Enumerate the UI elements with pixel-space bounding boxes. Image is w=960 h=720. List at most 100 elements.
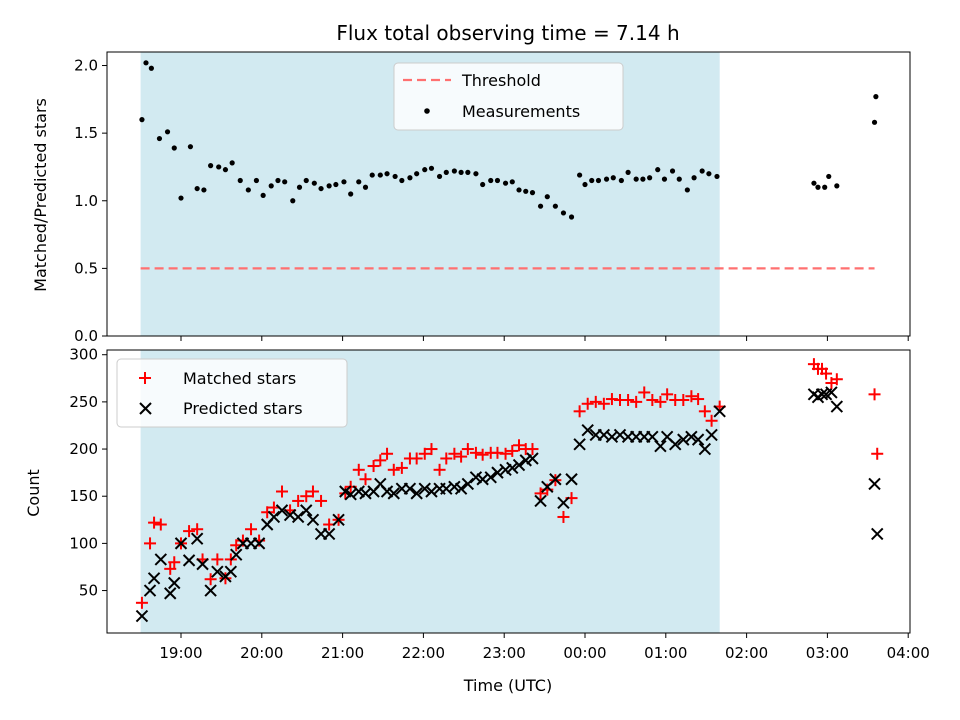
measurement-point — [268, 183, 274, 189]
matched-star-point — [276, 485, 288, 498]
matched-star-point — [191, 523, 204, 536]
matched-star-point — [871, 447, 884, 460]
measurement-point — [706, 171, 712, 177]
predicted-star-point — [300, 504, 313, 517]
predicted-star-point — [825, 386, 838, 399]
matched-star-point — [677, 393, 690, 406]
measurement-point — [436, 173, 443, 180]
matched-star-point — [646, 393, 659, 406]
matched-star-point — [692, 393, 705, 406]
top-y-tick-label: 2.0 — [74, 57, 98, 75]
predicted-star-point — [403, 482, 417, 495]
measurement-point — [377, 172, 383, 178]
measurement-point — [290, 198, 296, 204]
x-tick-label: 21:00 — [321, 644, 364, 662]
bottom-y-ticks: 50 100 150 200 250 300 — [69, 346, 107, 600]
measurement-point — [509, 179, 515, 185]
matched-star-point — [455, 450, 468, 463]
top-y-axis-label: Matched/Predicted stars — [31, 98, 50, 292]
matched-star-point — [506, 444, 519, 457]
measurement-point — [655, 167, 661, 173]
measurement-point — [414, 171, 420, 177]
measurement-point — [834, 183, 840, 189]
measurement-point — [399, 177, 405, 184]
predicted-star-point — [461, 477, 475, 491]
measurement-point — [245, 187, 251, 193]
predicted-star-point — [506, 461, 519, 475]
matched-star-point — [135, 596, 148, 609]
predicted-star-point — [418, 482, 431, 495]
matched-star-point — [211, 553, 224, 566]
predicted-star-point — [143, 584, 157, 597]
matched-star-point — [581, 397, 594, 410]
measurement-point — [451, 168, 457, 174]
measurement-point — [341, 179, 347, 185]
bottom-y-tick-label: 300 — [69, 346, 98, 364]
matched-star-point — [352, 463, 365, 476]
predicted-star-point — [182, 554, 196, 567]
matched-star-point — [425, 443, 438, 456]
x-tick-label: 01:00 — [644, 644, 687, 662]
measurement-point — [610, 175, 616, 181]
matched-star-point — [148, 516, 161, 529]
legend-measurements-swatch — [424, 108, 430, 114]
matched-star-point — [513, 439, 526, 452]
predicted-star-point — [685, 430, 698, 443]
legend-predicted-swatch — [139, 402, 152, 415]
matched-star-point — [589, 395, 602, 408]
legend-predicted-label: Predicted stars — [183, 399, 303, 418]
measurement-point — [458, 169, 464, 175]
measurement-point — [369, 172, 375, 178]
predicted-star-point — [526, 452, 539, 465]
measurement-point — [348, 191, 354, 197]
measurement-point — [194, 185, 200, 192]
measurement-point — [873, 94, 879, 100]
x-tick-label: 00:00 — [563, 644, 606, 662]
measurement-point — [139, 117, 145, 123]
matched-star-point — [245, 523, 258, 536]
matched-star-point — [597, 397, 610, 410]
predicted-star-point — [573, 438, 586, 451]
measurement-point — [560, 210, 567, 216]
matched-star-point — [381, 447, 394, 460]
predicted-star-point — [275, 504, 289, 517]
matched-star-point — [374, 454, 387, 467]
measurement-point — [260, 192, 266, 198]
predicted-star-point — [291, 510, 305, 524]
top-axes-frame — [106, 51, 911, 337]
matched-star-point — [448, 447, 461, 460]
measurement-point — [282, 179, 288, 185]
predicted-star-point — [705, 428, 718, 442]
x-axis-label: Time (UTC) — [463, 676, 552, 695]
matched-star-point — [315, 494, 328, 507]
matched-star-point — [292, 494, 305, 507]
predicted-star-point — [147, 572, 161, 585]
matched-star-point — [830, 373, 843, 386]
predicted-star-point — [322, 527, 336, 541]
measurement-point — [618, 177, 624, 184]
bottom-axes-frame — [106, 349, 911, 634]
measurement-point — [164, 129, 171, 135]
predicted-star-point — [425, 485, 438, 498]
measurement-point — [187, 144, 194, 150]
matched-star-point — [367, 460, 380, 473]
matched-star-point — [164, 562, 177, 575]
legend-matched-swatch — [139, 372, 151, 384]
matched-star-point — [219, 572, 232, 585]
matched-star-point — [204, 573, 217, 586]
matched-star-point — [661, 388, 674, 401]
measurement-point — [356, 179, 362, 185]
measurement-point — [178, 195, 184, 201]
bottom-y-tick-label: 250 — [69, 393, 98, 411]
predicted-star-point — [267, 510, 281, 524]
measurement-point — [822, 184, 828, 190]
matched-star-point — [261, 506, 274, 519]
measurement-point — [422, 167, 428, 173]
top-y-ticks: 0.0 0.5 1.0 1.5 2.0 — [74, 57, 107, 345]
matched-star-point — [573, 405, 586, 418]
measurement-point — [216, 164, 222, 170]
measurement-point — [714, 173, 720, 180]
predicted-star-point — [557, 496, 570, 510]
measurement-point — [333, 181, 339, 188]
measurement-point — [473, 171, 479, 177]
